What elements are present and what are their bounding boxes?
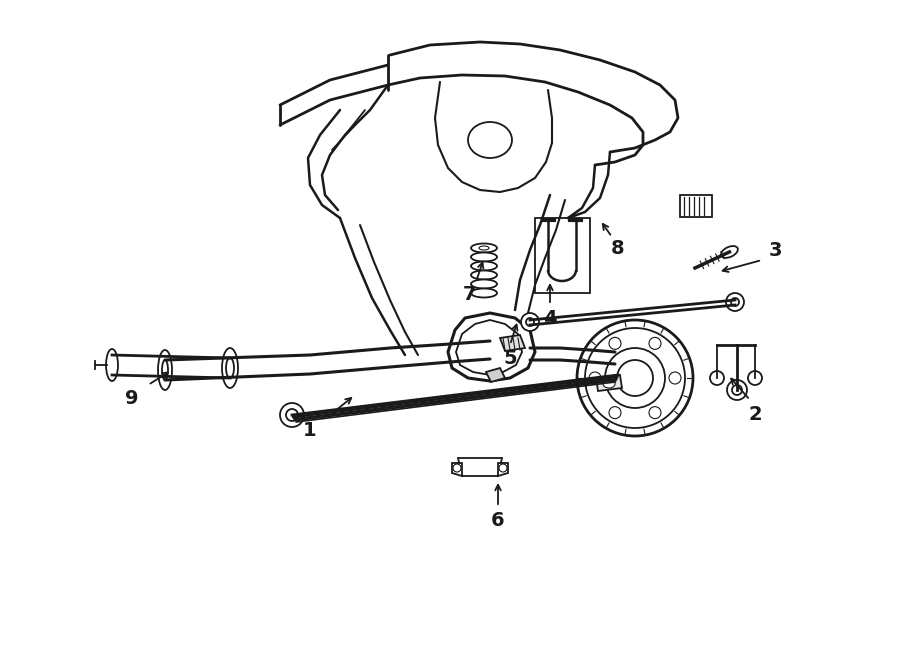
Ellipse shape xyxy=(649,337,661,350)
Ellipse shape xyxy=(471,253,497,262)
Ellipse shape xyxy=(731,298,739,306)
Ellipse shape xyxy=(162,360,168,380)
Ellipse shape xyxy=(468,122,512,158)
Ellipse shape xyxy=(106,349,118,381)
Polygon shape xyxy=(498,463,508,476)
Ellipse shape xyxy=(669,372,681,384)
Text: 6: 6 xyxy=(491,510,505,529)
Ellipse shape xyxy=(577,320,693,436)
Text: 3: 3 xyxy=(769,241,782,260)
Ellipse shape xyxy=(471,262,497,270)
Text: 1: 1 xyxy=(303,420,317,440)
Ellipse shape xyxy=(471,288,497,297)
Polygon shape xyxy=(448,313,535,381)
Ellipse shape xyxy=(710,371,724,385)
Ellipse shape xyxy=(617,360,653,396)
Ellipse shape xyxy=(609,337,621,350)
Ellipse shape xyxy=(748,371,762,385)
Ellipse shape xyxy=(726,293,744,311)
Text: 2: 2 xyxy=(748,405,761,424)
Polygon shape xyxy=(596,375,622,391)
Ellipse shape xyxy=(603,380,615,388)
Ellipse shape xyxy=(226,358,234,378)
Ellipse shape xyxy=(471,280,497,288)
Ellipse shape xyxy=(499,464,507,472)
Ellipse shape xyxy=(471,270,497,280)
Ellipse shape xyxy=(727,380,747,400)
Text: 4: 4 xyxy=(544,309,557,327)
Ellipse shape xyxy=(280,403,304,427)
Ellipse shape xyxy=(526,318,534,326)
Ellipse shape xyxy=(158,350,172,390)
Polygon shape xyxy=(680,195,712,217)
Polygon shape xyxy=(486,368,505,382)
Ellipse shape xyxy=(479,246,489,250)
Polygon shape xyxy=(500,335,525,351)
Bar xyxy=(535,218,590,293)
Ellipse shape xyxy=(605,348,665,408)
Ellipse shape xyxy=(609,407,621,418)
Text: 8: 8 xyxy=(611,239,625,258)
Ellipse shape xyxy=(721,246,738,258)
Ellipse shape xyxy=(521,313,539,331)
Text: 7: 7 xyxy=(464,286,477,305)
Ellipse shape xyxy=(649,407,661,418)
Ellipse shape xyxy=(589,372,601,384)
Text: 9: 9 xyxy=(125,389,139,407)
Ellipse shape xyxy=(453,464,461,472)
Polygon shape xyxy=(452,463,462,476)
Ellipse shape xyxy=(732,385,742,395)
Ellipse shape xyxy=(222,348,238,388)
Ellipse shape xyxy=(286,409,298,421)
Ellipse shape xyxy=(471,243,497,253)
Text: 5: 5 xyxy=(503,348,517,368)
Polygon shape xyxy=(458,458,502,476)
Ellipse shape xyxy=(585,328,685,428)
